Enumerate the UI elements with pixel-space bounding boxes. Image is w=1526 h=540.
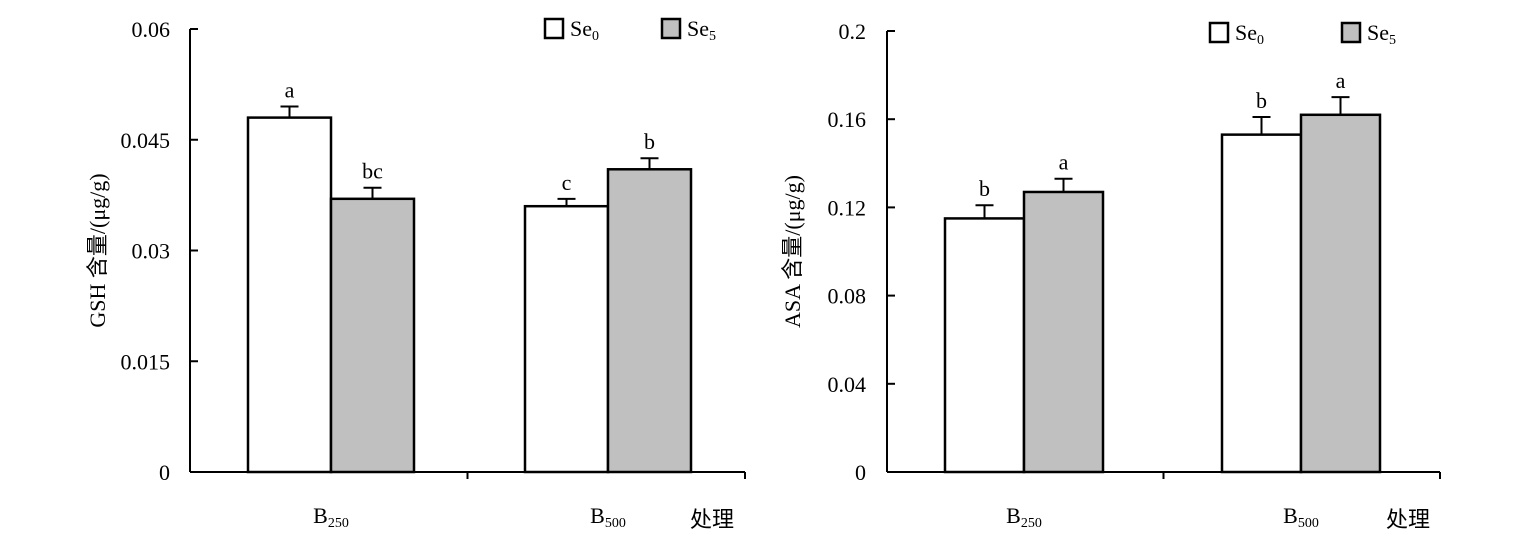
asa-chart: 0 0.04 0.08 0.12 0.16 0.2 b a B250 b a B500 处理 ASA 含量… xyxy=(780,19,1441,532)
significance-label: b xyxy=(1256,88,1267,113)
gsh-chart: 0 0.015 0.03 0.045 0.06 a bc B250 c b B500 处理 GSH 含量… xyxy=(85,16,746,532)
significance-label: c xyxy=(562,170,572,195)
legend-swatch xyxy=(660,17,682,40)
legend-label: Se5 xyxy=(687,16,716,44)
legend-swatch xyxy=(1208,21,1230,44)
bar xyxy=(1220,133,1303,474)
y-axis-title: ASA 含量/(μg/g) xyxy=(780,175,805,328)
y-tick-label: 0.03 xyxy=(132,239,171,264)
y-tick-label: 0.015 xyxy=(121,349,171,374)
legend-swatch xyxy=(1340,21,1362,44)
category-label: B250 xyxy=(1006,503,1042,531)
category-label: B500 xyxy=(1283,503,1319,531)
legend-label: Se5 xyxy=(1367,20,1396,48)
y-tick-label: 0.045 xyxy=(121,128,171,153)
bar xyxy=(329,197,416,474)
significance-label: b xyxy=(644,129,655,154)
y-tick-label: 0 xyxy=(855,460,866,485)
bar xyxy=(1022,190,1105,474)
y-tick-label: 0.2 xyxy=(839,19,867,44)
significance-label: a xyxy=(1336,68,1346,93)
y-tick-label: 0 xyxy=(159,460,170,485)
y-tick-label: 0.04 xyxy=(828,372,867,397)
bar xyxy=(246,116,333,474)
y-tick-label: 0.06 xyxy=(132,17,171,42)
significance-label: a xyxy=(1059,150,1069,175)
category-label: B250 xyxy=(313,503,349,531)
bar xyxy=(606,168,693,474)
y-tick-label: 0.16 xyxy=(828,107,867,132)
y-axis-title: GSH 含量/(μg/g) xyxy=(85,173,110,327)
category-label: B500 xyxy=(590,503,626,531)
legend-swatch xyxy=(543,17,565,40)
legend-label: Se0 xyxy=(570,16,599,44)
significance-label: a xyxy=(285,78,295,103)
bar xyxy=(1299,113,1382,474)
significance-label: b xyxy=(979,176,990,201)
bar xyxy=(943,217,1026,474)
x-axis-title: 处理 xyxy=(1386,507,1430,532)
significance-label: bc xyxy=(362,159,383,184)
bar xyxy=(523,204,610,474)
y-tick-label: 0.12 xyxy=(828,195,867,220)
y-tick-label: 0.08 xyxy=(828,284,867,309)
x-axis-title: 处理 xyxy=(690,507,734,532)
legend-label: Se0 xyxy=(1235,20,1264,48)
